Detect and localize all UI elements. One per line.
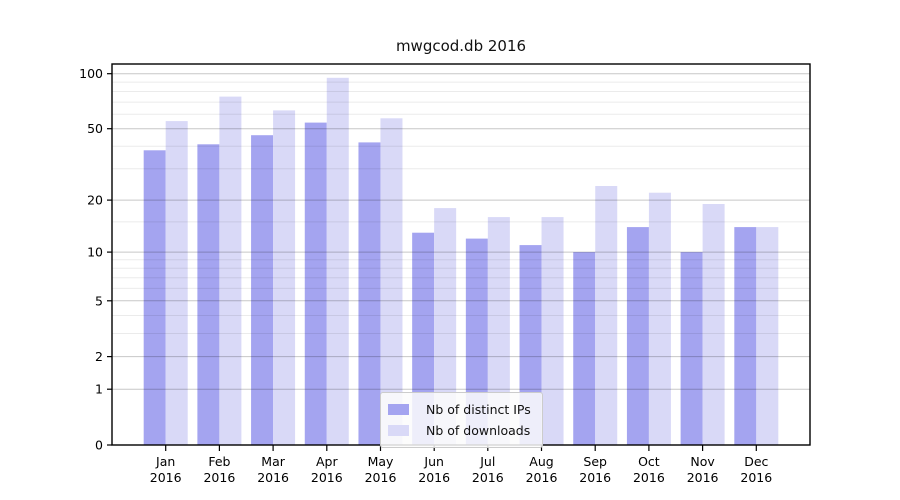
- bar-jul-downloads: [487, 217, 510, 445]
- x-tick-label-year: 2016: [365, 470, 397, 485]
- x-tick-label-month: Dec: [744, 454, 768, 469]
- bar-mar-distinct-ips: [251, 135, 274, 445]
- bar-jan-downloads: [165, 121, 188, 445]
- bar-dec-distinct-ips: [734, 227, 757, 445]
- x-tick-label-month: Nov: [690, 454, 715, 469]
- y-tick-label: 20: [87, 193, 103, 208]
- x-tick-label-month: Mar: [261, 454, 285, 469]
- bar-jan-distinct-ips: [143, 150, 166, 446]
- bar-apr-downloads: [326, 77, 349, 446]
- y-tick-label: 2: [95, 349, 103, 364]
- bar-nov-downloads: [702, 204, 725, 445]
- x-tick-label-year: 2016: [257, 470, 289, 485]
- bar-feb-downloads: [219, 96, 242, 445]
- x-tick-label-month: Jan: [155, 454, 175, 469]
- bar-jun-distinct-ips: [412, 232, 435, 445]
- bar-oct-downloads: [648, 192, 671, 445]
- chart-title: mwgcod.db 2016: [395, 37, 527, 55]
- legend-swatch-distinct-ips: [388, 404, 409, 415]
- x-tick-label-year: 2016: [311, 470, 343, 485]
- x-tick-label-year: 2016: [740, 470, 772, 485]
- x-tick-label-year: 2016: [472, 470, 504, 485]
- bar-mar-downloads: [273, 110, 296, 446]
- bar-nov-distinct-ips: [680, 252, 703, 445]
- bar-aug-downloads: [541, 217, 564, 445]
- y-tick-label: 100: [79, 66, 103, 81]
- legend-item-downloads: Nb of downloads: [388, 420, 531, 441]
- x-tick-label-year: 2016: [203, 470, 235, 485]
- bar-sep-downloads: [595, 186, 618, 445]
- x-tick-label-month: May: [368, 454, 394, 469]
- legend-item-distinct-ips: Nb of distinct IPs: [388, 399, 531, 420]
- x-tick-label-year: 2016: [418, 470, 450, 485]
- x-tick-label-month: Apr: [316, 454, 338, 469]
- x-tick-label-year: 2016: [579, 470, 611, 485]
- x-tick-label-year: 2016: [633, 470, 665, 485]
- bar-may-distinct-ips: [358, 142, 381, 445]
- x-tick-label-month: Sep: [583, 454, 607, 469]
- y-tick-label: 5: [95, 293, 103, 308]
- x-tick-label-month: Aug: [529, 454, 553, 469]
- y-tick-label: 0: [95, 438, 103, 453]
- y-tick-label: 50: [87, 121, 103, 136]
- bar-feb-distinct-ips: [197, 144, 220, 446]
- bar-may-downloads: [380, 118, 403, 446]
- x-tick-label-year: 2016: [150, 470, 182, 485]
- y-tick-label: 1: [95, 382, 103, 397]
- bar-apr-distinct-ips: [304, 122, 327, 445]
- bar-sep-distinct-ips: [573, 252, 596, 445]
- legend-label-downloads: Nb of downloads: [426, 423, 531, 438]
- x-tick-label-year: 2016: [687, 470, 719, 485]
- y-tick-label: 10: [87, 245, 103, 260]
- x-tick-label-month: Jun: [423, 454, 444, 469]
- legend: Nb of distinct IPs Nb of downloads: [380, 392, 543, 448]
- bar-dec-downloads: [756, 227, 779, 445]
- bar-jun-downloads: [434, 208, 457, 445]
- bar-oct-distinct-ips: [626, 227, 649, 445]
- x-tick-label-month: Feb: [208, 454, 230, 469]
- x-tick-label-month: Oct: [638, 454, 660, 469]
- legend-swatch-downloads: [388, 425, 409, 436]
- legend-label-distinct-ips: Nb of distinct IPs: [426, 402, 531, 417]
- x-tick-label-month: Jul: [479, 454, 495, 469]
- x-tick-label-year: 2016: [526, 470, 558, 485]
